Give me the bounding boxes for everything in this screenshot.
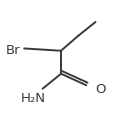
Text: O: O <box>95 82 105 95</box>
Text: Br: Br <box>6 43 20 56</box>
Text: H₂N: H₂N <box>21 91 46 104</box>
